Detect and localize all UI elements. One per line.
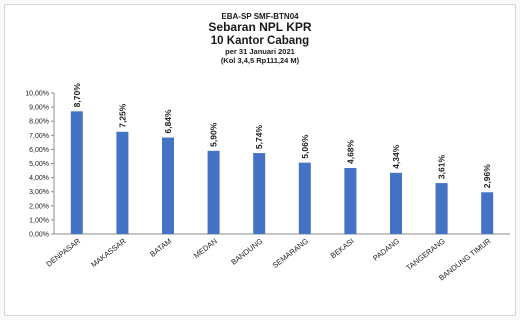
bar-value-label: 5,06% [300, 134, 310, 159]
category-label: PADANG [371, 236, 401, 262]
bar [390, 172, 402, 234]
bar [207, 150, 220, 234]
bar [162, 137, 174, 234]
bar-value-label: 7,25% [117, 103, 127, 128]
y-tick-label: 4,00% [29, 175, 49, 182]
category-label: DENPASAR [44, 236, 82, 269]
bar-value-label: 5,74% [254, 125, 264, 150]
bar-value-label: 2,96% [482, 164, 492, 189]
bar-value-label: 4,34% [391, 144, 401, 169]
y-tick-label: 2,00% [29, 203, 49, 210]
category-label: MAKASSAR [89, 236, 128, 269]
report-code: EBA-SP SMF-BTN04 [221, 12, 299, 21]
bar-value-label: 4,68% [345, 139, 355, 164]
bar [298, 162, 311, 234]
bar-value-label: 8,70% [72, 83, 82, 108]
bar [344, 168, 357, 234]
bar [481, 192, 494, 234]
category-label: MEDAN [192, 236, 219, 260]
y-tick-label: 6,00% [29, 147, 49, 154]
category-label: BANDUNG [229, 236, 264, 266]
category-label: BEKASI [329, 236, 356, 260]
y-tick-label: 3,00% [29, 189, 49, 196]
bar-value-label: 6,84% [163, 109, 173, 134]
chart-header: EBA-SP SMF-BTN04 Sebaran NPL KPR 10 Kant… [0, 12, 520, 65]
y-tick-label: 0,00% [29, 232, 49, 239]
y-tick-label: 1,00% [29, 217, 49, 224]
chart-subtitle: 10 Kantor Cabang [210, 34, 310, 47]
y-tick-label: 9,00% [29, 105, 49, 112]
bar [253, 153, 266, 234]
y-tick-label: 10,00% [25, 91, 49, 98]
category-label: BATAM [148, 236, 173, 258]
bar [435, 183, 448, 234]
bar-value-label: 5,90% [209, 122, 219, 147]
bar [116, 131, 129, 234]
bar-value-label: 3,61% [437, 155, 447, 180]
y-tick-label: 7,00% [29, 133, 49, 140]
category-label: SEMARANG [271, 236, 310, 270]
note-line: (Kol 3,4,5 Rp111,24 M) [220, 55, 300, 65]
y-tick-label: 8,00% [29, 119, 49, 126]
bar [70, 111, 83, 234]
y-tick-label: 5,00% [29, 161, 49, 168]
date-line: per 31 Januari 2021 [225, 47, 295, 57]
category-label: TANGERANG [404, 236, 447, 272]
chart-title: Sebaran NPL KPR [208, 20, 312, 35]
